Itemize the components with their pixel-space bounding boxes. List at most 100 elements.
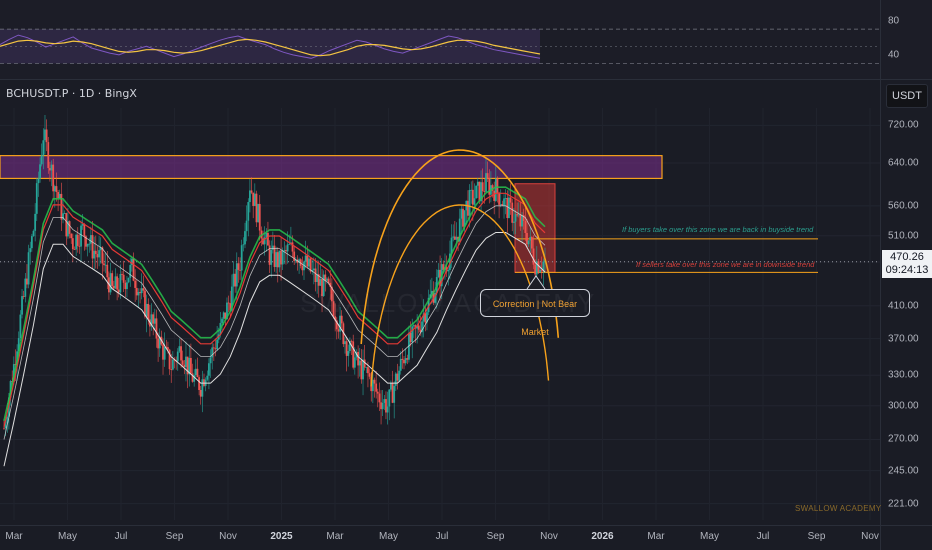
candle-body: [473, 198, 476, 205]
candle-body: [426, 312, 428, 323]
candle-body: [103, 263, 105, 266]
candle-body: [170, 369, 173, 370]
candle-body: [529, 237, 532, 241]
candle-body: [335, 320, 338, 330]
candle-body: [291, 242, 294, 252]
candle-body: [134, 280, 137, 288]
candle-body: [344, 341, 346, 345]
candle-body: [34, 213, 37, 231]
candle-body: [237, 263, 240, 270]
last-price-tag: 470.26 09:24:13: [882, 250, 932, 278]
candle-body: [278, 250, 281, 268]
candle-body: [263, 237, 266, 245]
candle-body: [104, 264, 107, 266]
candle-body: [353, 357, 356, 368]
candle-body: [165, 346, 168, 348]
time-tick-label: May: [58, 531, 77, 542]
candle-body: [483, 191, 486, 192]
candle-body: [347, 351, 350, 356]
candle-body: [480, 182, 482, 202]
candle-body: [142, 288, 145, 291]
time-tick-label: Mar: [5, 531, 23, 542]
candle-body: [298, 259, 300, 263]
time-tick-label: Sep: [807, 531, 826, 542]
price-tick-label: 560.00: [888, 200, 919, 212]
candle-body: [152, 314, 155, 324]
rsi-line: [0, 34, 541, 59]
candle-body: [288, 243, 291, 245]
candle-body: [411, 326, 414, 343]
candle-body: [462, 208, 464, 227]
candle-body: [17, 338, 20, 352]
candle-body: [163, 346, 166, 360]
candle-body: [222, 312, 225, 319]
time-tick-label: Jul: [114, 531, 128, 542]
candle-body: [76, 234, 79, 246]
candle-body: [63, 213, 66, 214]
candle-body: [496, 178, 499, 193]
rsi-tick-label: 80: [888, 15, 900, 27]
candle-body: [47, 142, 50, 169]
candle-body: [150, 314, 153, 327]
candle-body: [171, 359, 174, 370]
candle-body: [378, 393, 381, 403]
symbol-title[interactable]: BCHUSDT.P · 1D · BingX: [6, 87, 137, 100]
candle-body: [58, 193, 61, 199]
candle-body: [434, 292, 437, 303]
candle-body: [385, 399, 387, 413]
time-tick-label: 2026: [591, 531, 614, 542]
currency-unit-badge[interactable]: USDT: [886, 84, 928, 108]
candle-body: [247, 202, 250, 221]
candle-body: [127, 277, 130, 283]
candle-body: [481, 182, 484, 192]
candle-body: [460, 208, 463, 219]
candle-body: [271, 245, 274, 250]
candle-body: [532, 248, 535, 265]
candle-body: [375, 383, 378, 392]
candle-body: [257, 203, 260, 223]
candle-body: [55, 186, 58, 193]
candle-body: [329, 282, 332, 287]
candle-body: [453, 236, 456, 240]
candle-body: [488, 178, 491, 195]
candle-body: [270, 249, 273, 265]
candle-body: [275, 252, 278, 267]
candle-body: [68, 221, 71, 234]
candle-body: [230, 286, 233, 311]
candle-body: [85, 236, 87, 247]
candle-body: [306, 255, 309, 267]
candle-body: [6, 416, 9, 424]
candle-body: [276, 252, 279, 268]
candle-body: [506, 197, 509, 219]
candle-body: [194, 368, 197, 376]
bar-countdown: 09:24:13: [885, 264, 929, 276]
price-tick-label: 720.00: [888, 119, 919, 131]
candle-body: [281, 250, 284, 265]
candle-body: [119, 274, 122, 293]
candle-body: [232, 273, 235, 287]
candle-body: [303, 261, 305, 271]
candle-body: [283, 250, 286, 251]
candle-body: [537, 261, 540, 273]
price-tick-label: 270.00: [888, 433, 919, 445]
candle-body: [386, 406, 389, 413]
candle-body: [158, 336, 161, 349]
candle-body: [214, 348, 217, 350]
candle-body: [419, 329, 422, 333]
price-tick-label: 330.00: [888, 369, 919, 381]
candle-body: [391, 383, 394, 403]
candle-body: [312, 268, 315, 271]
candle-body: [235, 263, 238, 287]
candle-body: [234, 273, 237, 287]
candle-body: [352, 341, 355, 368]
candle-body: [468, 189, 471, 216]
candle-body: [144, 290, 146, 317]
price-tick-label: 245.00: [888, 465, 919, 477]
candle-body: [111, 273, 114, 286]
candle-body: [539, 269, 541, 273]
candle-body: [534, 264, 537, 275]
candle-body: [527, 240, 530, 245]
candle-body: [494, 178, 497, 201]
